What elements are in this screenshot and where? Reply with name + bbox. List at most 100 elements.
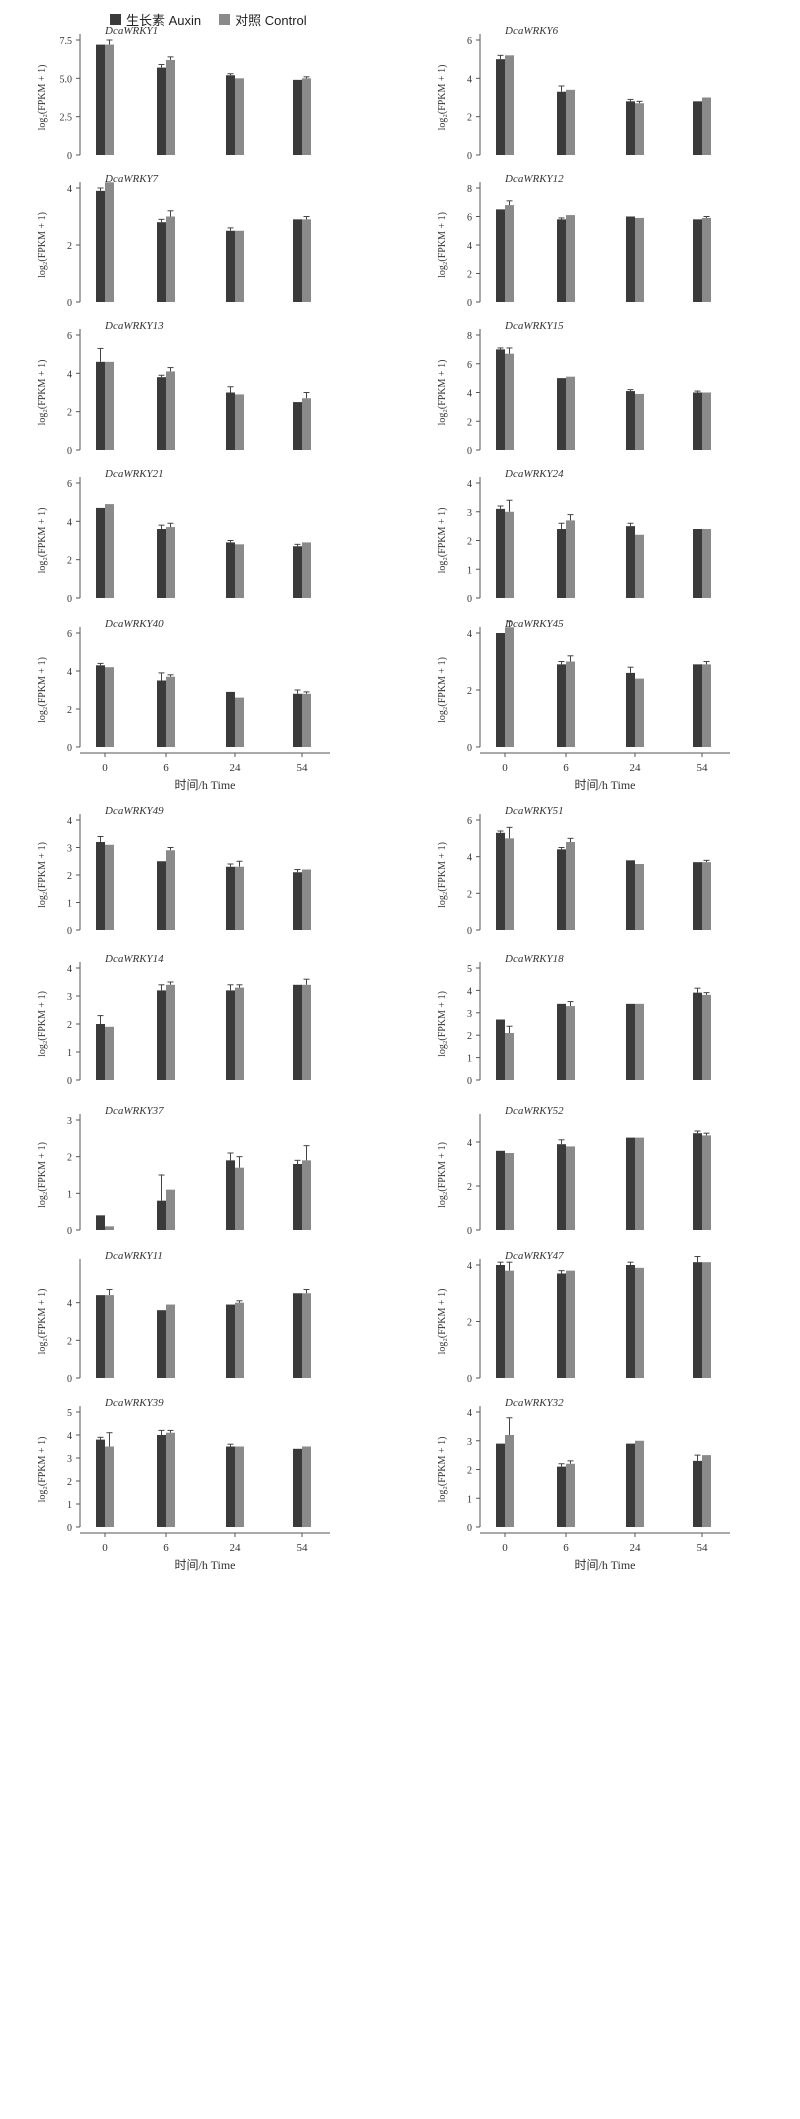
dcawrky32-bar-control [635,1440,644,1527]
dcawrky18-bar-control [635,1003,644,1080]
dcawrky15-ytick-label: 2 [467,417,472,428]
dcawrky18-ytick-label: 0 [467,1076,472,1087]
dcawrky15-ytick-label: 6 [467,360,472,371]
dcawrky52-bar-control [505,1153,514,1230]
dcawrky39-bar-control [105,1446,114,1527]
dcawrky14-ytick-label: 0 [67,1076,72,1087]
dcawrky24-bar-control [566,520,575,598]
dcawrky11-ylabel: log₂(FPKM + 1) [37,1289,48,1355]
dcawrky52-ylabel: log₂(FPKM + 1) [437,1142,448,1208]
dcawrky37-ytick-label: 0 [67,1226,72,1237]
dcawrky37-bar-control [235,1167,244,1230]
dcawrky37-bar-control [105,1226,114,1230]
dcawrky32-ytick-label: 1 [467,1494,472,1505]
dcawrky21-ytick-label: 2 [67,556,72,567]
dcawrky52-bar-control [702,1135,711,1230]
dcawrky24-bar-control [505,511,514,598]
dcawrky45-bar-auxin [693,664,702,747]
dcawrky45-xtick-label: 6 [563,762,569,774]
dcawrky15-ytick-label: 8 [467,331,472,342]
dcawrky49-bar-control [166,850,175,930]
dcawrky13-bar-control [235,394,244,450]
dcawrky21-bar-control [105,504,114,598]
dcawrky24-ytick-label: 0 [467,594,472,605]
dcawrky45-xtick-label: 24 [630,762,642,774]
dcawrky40-bar-auxin [96,665,105,747]
dcawrky18-ytick-label: 5 [467,964,472,975]
dcawrky1-ytick-label: 2.5 [60,113,73,124]
dcawrky15-bar-auxin [496,349,505,450]
dcawrky18-ytick-label: 2 [467,1031,472,1042]
dcawrky47-bar-control [635,1267,644,1378]
dcawrky15-title: DcaWRKY15 [504,320,564,332]
dcawrky51-bar-control [566,842,575,930]
dcawrky12-title: DcaWRKY12 [504,173,564,185]
dcawrky1-bar-control [235,78,244,155]
dcawrky18-ytick-label: 3 [467,1009,472,1020]
dcawrky13-bar-auxin [157,377,166,450]
dcawrky24-ytick-label: 2 [467,537,472,548]
dcawrky18-bar-auxin [693,992,702,1080]
dcawrky21-bar-control [235,544,244,598]
dcawrky39-ytick-label: 1 [67,1500,72,1511]
dcawrky18-bar-control [505,1032,514,1080]
dcawrky1-bar-auxin [96,44,105,155]
dcawrky12-bar-control [566,215,575,302]
dcawrky45-bar-auxin [557,664,566,747]
dcawrky40-title: DcaWRKY40 [104,618,164,630]
dcawrky11-bar-control [105,1295,114,1378]
dcawrky51-title: DcaWRKY51 [504,805,564,817]
dcawrky15-ylabel: log₂(FPKM + 1) [437,360,448,426]
dcawrky47-bar-control [505,1270,514,1378]
dcawrky49-bar-control [302,869,311,930]
dcawrky14-bar-control [302,984,311,1080]
dcawrky14-bar-control [235,987,244,1080]
dcawrky47-ytick-label: 2 [467,1318,472,1329]
dcawrky32-bar-auxin [693,1460,702,1527]
dcawrky1-bar-control [302,78,311,155]
legend-control-label: 对照 Control [235,13,307,28]
dcawrky51-ytick-label: 6 [467,816,472,827]
dcawrky32-bar-control [566,1463,575,1527]
dcawrky18-ytick-label: 1 [467,1054,472,1065]
dcawrky21-bar-auxin [226,542,235,598]
dcawrky21-bar-control [166,527,175,598]
dcawrky49-ylabel: log₂(FPKM + 1) [37,842,48,908]
dcawrky32-xlabel: 时间/h Time [574,1558,635,1572]
dcawrky18-bar-control [566,1006,575,1080]
dcawrky45-xtick-label: 54 [697,762,709,774]
dcawrky47-title: DcaWRKY47 [504,1250,564,1262]
dcawrky51-ytick-label: 4 [467,853,472,864]
dcawrky39-ylabel: log₂(FPKM + 1) [37,1437,48,1503]
dcawrky24-ylabel: log₂(FPKM + 1) [437,508,448,574]
dcawrky15-bar-control [566,376,575,450]
dcawrky14-ytick-label: 4 [67,964,72,975]
dcawrky12-bar-control [505,205,514,302]
dcawrky47-bar-auxin [557,1273,566,1378]
dcawrky12-ytick-label: 6 [467,213,472,224]
dcawrky40-bar-auxin [293,693,302,747]
dcawrky39-bar-auxin [293,1448,302,1527]
dcawrky45-ytick-label: 0 [467,743,472,754]
dcawrky32-ytick-label: 3 [467,1437,472,1448]
dcawrky51-bar-auxin [557,849,566,930]
dcawrky24-ytick-label: 4 [467,479,472,490]
dcawrky49-bar-auxin [226,866,235,930]
dcawrky7-bar-control [302,219,311,302]
dcawrky32-ytick-label: 4 [467,1408,472,1419]
dcawrky11-ytick-label: 4 [67,1299,72,1310]
dcawrky15-bar-auxin [557,378,566,450]
dcawrky49-ytick-label: 1 [67,899,72,910]
dcawrky47-ytick-label: 4 [467,1261,472,1272]
dcawrky21-ylabel: log₂(FPKM + 1) [37,508,48,574]
dcawrky45-ytick-label: 4 [467,629,472,640]
dcawrky14-bar-auxin [96,1024,105,1080]
dcawrky32-xtick-label: 0 [502,1542,508,1554]
dcawrky51-bar-auxin [626,860,635,930]
dcawrky39-ytick-label: 4 [67,1431,72,1442]
dcawrky51-bar-auxin [496,832,505,930]
dcawrky6-bar-auxin [693,101,702,155]
dcawrky45-ylabel: log₂(FPKM + 1) [437,657,448,723]
dcawrky21-title: DcaWRKY21 [104,468,164,480]
dcawrky52-bar-control [566,1146,575,1230]
